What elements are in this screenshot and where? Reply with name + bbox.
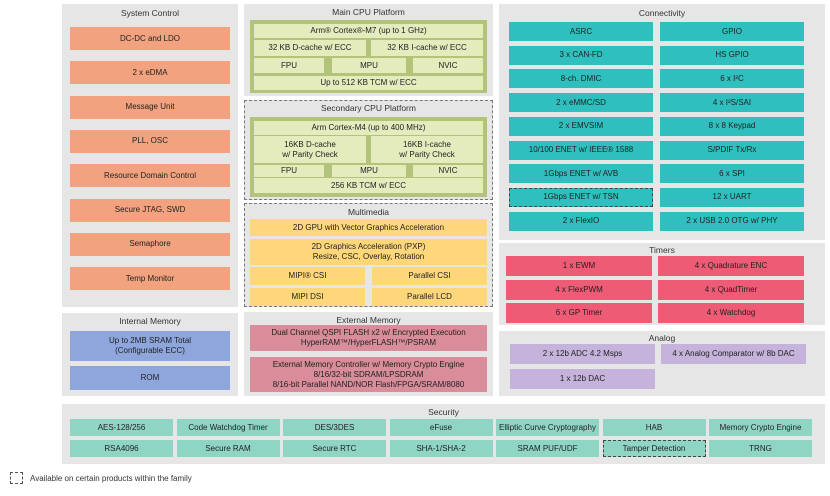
main-cpu-panel: Main CPU Platform Arm® Cortex®-M7 (up to … bbox=[244, 4, 493, 96]
tcm-block: Up to 512 KB TCM w/ ECC bbox=[254, 76, 483, 90]
system-control-panel: System Control DC-DC and LDO 2 x eDMA Messa… bbox=[62, 4, 238, 307]
security-panel: Security AES-128/256 Code Watchdog Timer DE… bbox=[62, 404, 825, 464]
secondary-cpu-panel: Secondary CPU Platform Arm Cortex-M4 (up … bbox=[244, 100, 493, 200]
gpu-block: 2D GPU with Vector Graphics Acceleration bbox=[250, 219, 487, 236]
adc-block: 2 x 12b ADC 4.2 Msps bbox=[510, 344, 655, 364]
legend-dashed-box bbox=[10, 472, 23, 484]
semc-block: External Memory Controller w/ Memory Cry… bbox=[250, 357, 487, 392]
security-block: Elliptic Curve Cryptography bbox=[496, 419, 599, 436]
security-block: Secure RTC bbox=[283, 440, 386, 457]
pxp-block: 2D Graphics Acceleration (PXP) Resize, C… bbox=[250, 239, 487, 265]
parallel-csi-block: Parallel CSI bbox=[372, 267, 487, 285]
system-control-block: Message Unit bbox=[70, 95, 230, 119]
security-block: SRAM PUF/UDF bbox=[496, 440, 599, 457]
system-control-block: Temp Monitor bbox=[70, 267, 230, 291]
system-control-block: Resource Domain Control bbox=[70, 164, 230, 188]
security-block: AES-128/256 bbox=[70, 419, 173, 436]
internal-memory-panel: Internal Memory Up to 2MB SRAM Total (Con… bbox=[62, 313, 238, 396]
secondary-cpu-panel-title: Secondary CPU Platform bbox=[321, 103, 416, 113]
timer-block: 1 x EWM bbox=[506, 256, 652, 276]
internal-memory-block: Up to 2MB SRAM Total (Configurable ECC) bbox=[70, 331, 230, 361]
security-block: RSA4096 bbox=[70, 440, 173, 457]
security-panel-title: Security bbox=[428, 407, 459, 417]
timers-panel: Timers 1 x EWM 4 x FlexPWM 6 x GP Timer 4 x … bbox=[499, 243, 825, 325]
mipi-dsi-block: MIPI DSI bbox=[250, 288, 365, 306]
system-control-block: Semaphore bbox=[70, 232, 230, 256]
parallel-lcd-block: Parallel LCD bbox=[372, 288, 487, 306]
cpu-core-block: Arm Cortex-M4 (up to 400 MHz) bbox=[254, 121, 483, 135]
multimedia-panel-title: Multimedia bbox=[347, 207, 390, 217]
timer-block: 4 x FlexPWM bbox=[506, 279, 652, 300]
system-control-block: PLL, OSC bbox=[70, 129, 230, 153]
system-control-block: DC-DC and LDO bbox=[70, 27, 230, 50]
main-cpu-panel-core-area: Arm® Cortex®-M7 (up to 1 GHz) 32 KB D-cac… bbox=[250, 20, 487, 93]
security-block: HAB bbox=[602, 419, 706, 436]
timer-block: 4 x Quadrature ENC bbox=[658, 256, 804, 276]
connectivity-block: 4 x I²S/SAI bbox=[660, 93, 804, 113]
timer-block: 4 x Watchdog bbox=[658, 303, 804, 323]
main-cpu-panel-title: Main CPU Platform bbox=[332, 7, 405, 17]
comparator-block: 4 x Analog Comparator w/ 8b DAC bbox=[661, 344, 806, 364]
analog-panel-title: Analog bbox=[648, 333, 676, 343]
security-block: DES/3DES bbox=[283, 419, 386, 436]
connectivity-block: GPIO bbox=[660, 22, 804, 41]
connectivity-block: 2 x USB 2.0 OTG w/ PHY bbox=[660, 211, 804, 231]
connectivity-block: 1Gbps ENET w/ TSN bbox=[509, 187, 653, 207]
dcache-block: 32 KB D-cache w/ ECC bbox=[254, 40, 366, 56]
dcache-block: 16KB D-cache w/ Parity Check bbox=[254, 136, 366, 163]
connectivity-panel-title: Connectivity bbox=[638, 8, 686, 18]
connectivity-block: 1Gbps ENET w/ AVB bbox=[509, 164, 653, 184]
security-block: TRNG bbox=[709, 440, 812, 457]
tcm-block: 256 KB TCM w/ ECC bbox=[254, 178, 483, 193]
connectivity-block: 6 x SPI bbox=[660, 164, 804, 184]
system-control-block: 2 x eDMA bbox=[70, 61, 230, 85]
connectivity-block: 2 x EMVSIM bbox=[509, 116, 653, 136]
security-block: Secure RAM bbox=[176, 440, 280, 457]
mpu-block: MPU bbox=[332, 165, 406, 177]
security-block: Memory Crypto Engine bbox=[709, 419, 812, 436]
connectivity-block: 8-ch. DMIC bbox=[509, 69, 653, 89]
system-control-panel-title: System Control bbox=[120, 8, 180, 18]
connectivity-panel: Connectivity ASRC 3 x CAN-FD 8-ch. DMIC 2 x … bbox=[499, 4, 825, 240]
security-block: eFuse bbox=[389, 419, 493, 436]
timer-block: 6 x GP Timer bbox=[506, 303, 652, 323]
connectivity-block: 10/100 ENET w/ IEEE® 1588 bbox=[509, 140, 653, 160]
timers-panel-title: Timers bbox=[649, 245, 675, 255]
icache-block: 16KB I-cache w/ Parity Check bbox=[371, 136, 483, 163]
fpu-block: FPU bbox=[254, 165, 324, 177]
mipi-csi-block: MIPI® CSI bbox=[250, 267, 365, 285]
multimedia-panel: Multimedia 2D GPU with Vector Graphics Ac… bbox=[244, 203, 493, 307]
system-control-block: Secure JTAG, SWD bbox=[70, 198, 230, 222]
connectivity-block: S/PDIF Tx/Rx bbox=[660, 140, 804, 160]
external-memory-panel-title: External Memory bbox=[336, 315, 401, 325]
qspi-flash-block: Dual Channel QSPI FLASH x2 w/ Encrypted … bbox=[250, 325, 487, 351]
timer-block: 4 x QuadTimer bbox=[658, 279, 804, 300]
security-block: Tamper Detection bbox=[602, 440, 706, 457]
legend-text: Available on certain products within the… bbox=[30, 474, 192, 483]
security-block: Code Watchdog Timer bbox=[176, 419, 280, 436]
dac-block: 1 x 12b DAC bbox=[510, 369, 655, 389]
connectivity-block: 3 x CAN-FD bbox=[509, 45, 653, 65]
connectivity-block: 2 x eMMC/SD bbox=[509, 93, 653, 113]
connectivity-block: 12 x UART bbox=[660, 187, 804, 207]
nvic-block: NVIC bbox=[413, 58, 483, 73]
connectivity-block: 6 x I²C bbox=[660, 69, 804, 89]
connectivity-block: ASRC bbox=[509, 22, 653, 41]
analog-panel: Analog 2 x 12b ADC 4.2 Msps 4 x Analog Com… bbox=[499, 331, 825, 396]
connectivity-block: 2 x FlexIO bbox=[509, 211, 653, 231]
mpu-block: MPU bbox=[332, 58, 406, 73]
security-block: SHA-1/SHA-2 bbox=[389, 440, 493, 457]
connectivity-block: 8 x 8 Keypad bbox=[660, 116, 804, 136]
connectivity-block: HS GPIO bbox=[660, 45, 804, 65]
secondary-cpu-panel-core-area: Arm Cortex-M4 (up to 400 MHz) 16KB D-cach… bbox=[250, 117, 487, 197]
fpu-block: FPU bbox=[254, 58, 324, 73]
external-memory-panel: External Memory Dual Channel QSPI FLASH x… bbox=[244, 312, 493, 396]
cpu-core-block: Arm® Cortex®-M7 (up to 1 GHz) bbox=[254, 24, 483, 38]
icache-block: 32 KB I-cache w/ ECC bbox=[371, 40, 483, 56]
internal-memory-block: ROM bbox=[70, 366, 230, 390]
nvic-block: NVIC bbox=[413, 165, 483, 177]
internal-memory-panel-title: Internal Memory bbox=[119, 316, 181, 326]
